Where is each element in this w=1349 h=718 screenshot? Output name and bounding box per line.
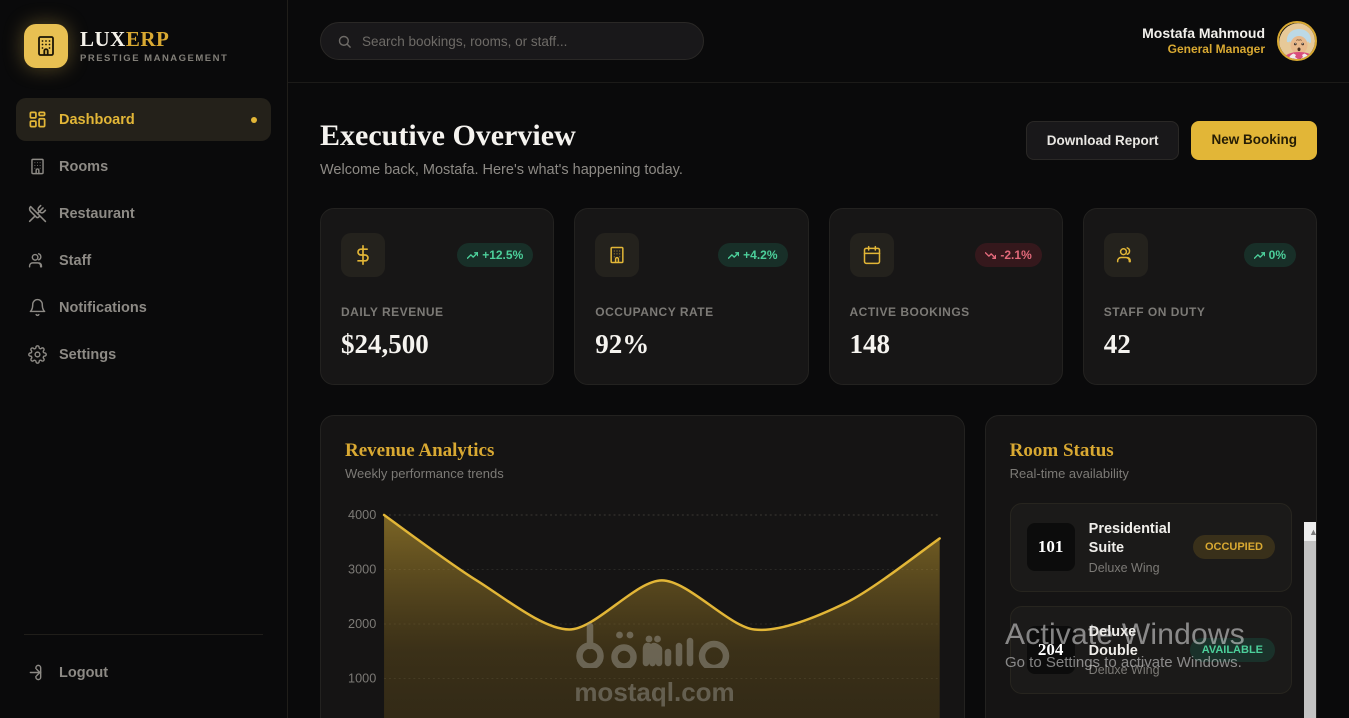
- svg-text:4000: 4000: [348, 507, 376, 522]
- svg-text:2000: 2000: [348, 616, 376, 631]
- svg-text:3000: 3000: [348, 561, 376, 576]
- svg-text:1000: 1000: [348, 670, 376, 685]
